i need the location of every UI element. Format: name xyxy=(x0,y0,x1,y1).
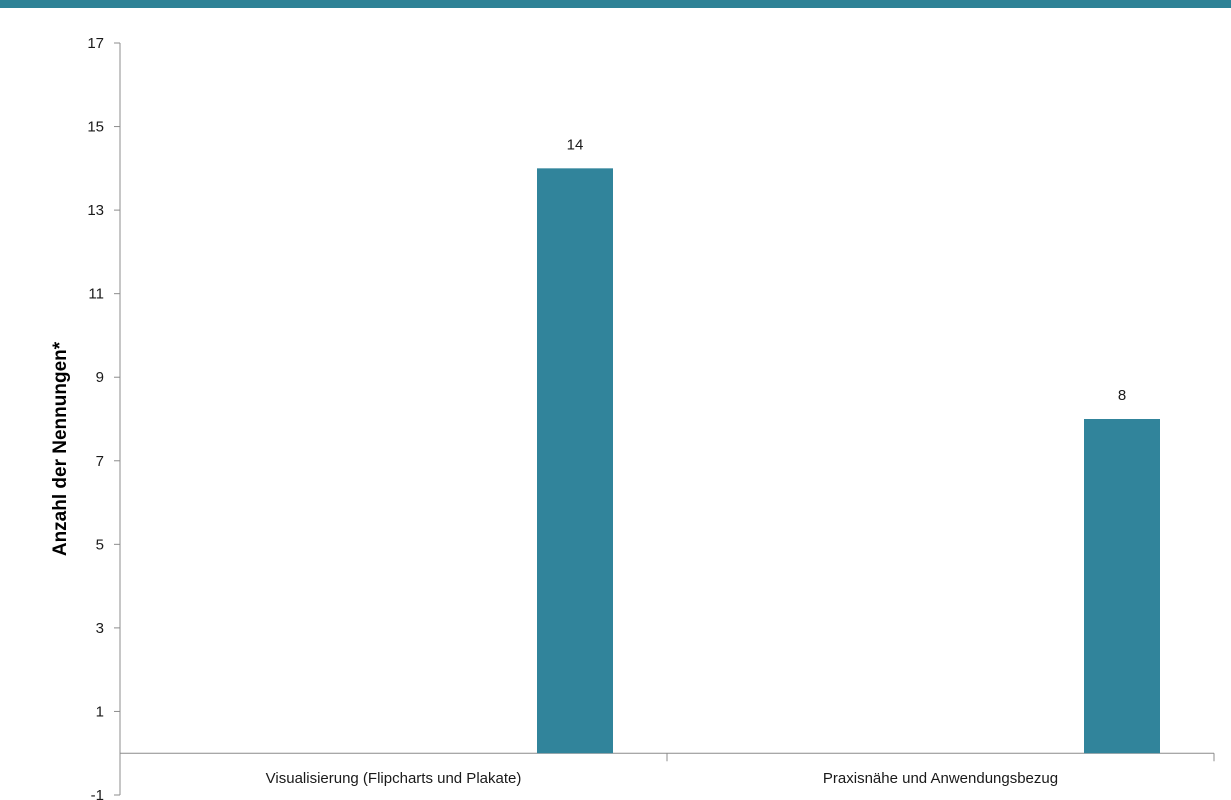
y-axis-title: Anzahl der Nennungen* xyxy=(50,341,71,556)
bar-data-label: 14 xyxy=(567,136,584,153)
y-tick-label: -1 xyxy=(91,787,104,800)
x-axis: Visualisierung (Flipcharts und Plakate) P… xyxy=(119,752,1215,787)
bar xyxy=(537,168,613,754)
x-category-label: Praxisnähe und Anwendungsbezug xyxy=(823,770,1058,787)
y-tick-label: 7 xyxy=(96,453,104,470)
y-tick-label: 3 xyxy=(96,620,104,637)
top-color-band xyxy=(0,0,1231,8)
y-tick-label: 9 xyxy=(96,369,104,386)
y-tick-label: 11 xyxy=(88,286,104,303)
bar xyxy=(1084,419,1160,754)
y-tick-label: 15 xyxy=(87,119,104,136)
y-tick-label: 5 xyxy=(96,536,104,553)
y-tick-label: 1 xyxy=(96,703,104,720)
bar-data-label: 8 xyxy=(1118,387,1126,404)
x-category-label: Visualisierung (Flipcharts und Plakate) xyxy=(266,770,522,787)
bars xyxy=(537,168,1160,754)
data-labels: 14 8 xyxy=(567,136,1127,404)
y-tick-label: 17 xyxy=(87,35,104,52)
y-tick-label: 13 xyxy=(87,202,104,219)
